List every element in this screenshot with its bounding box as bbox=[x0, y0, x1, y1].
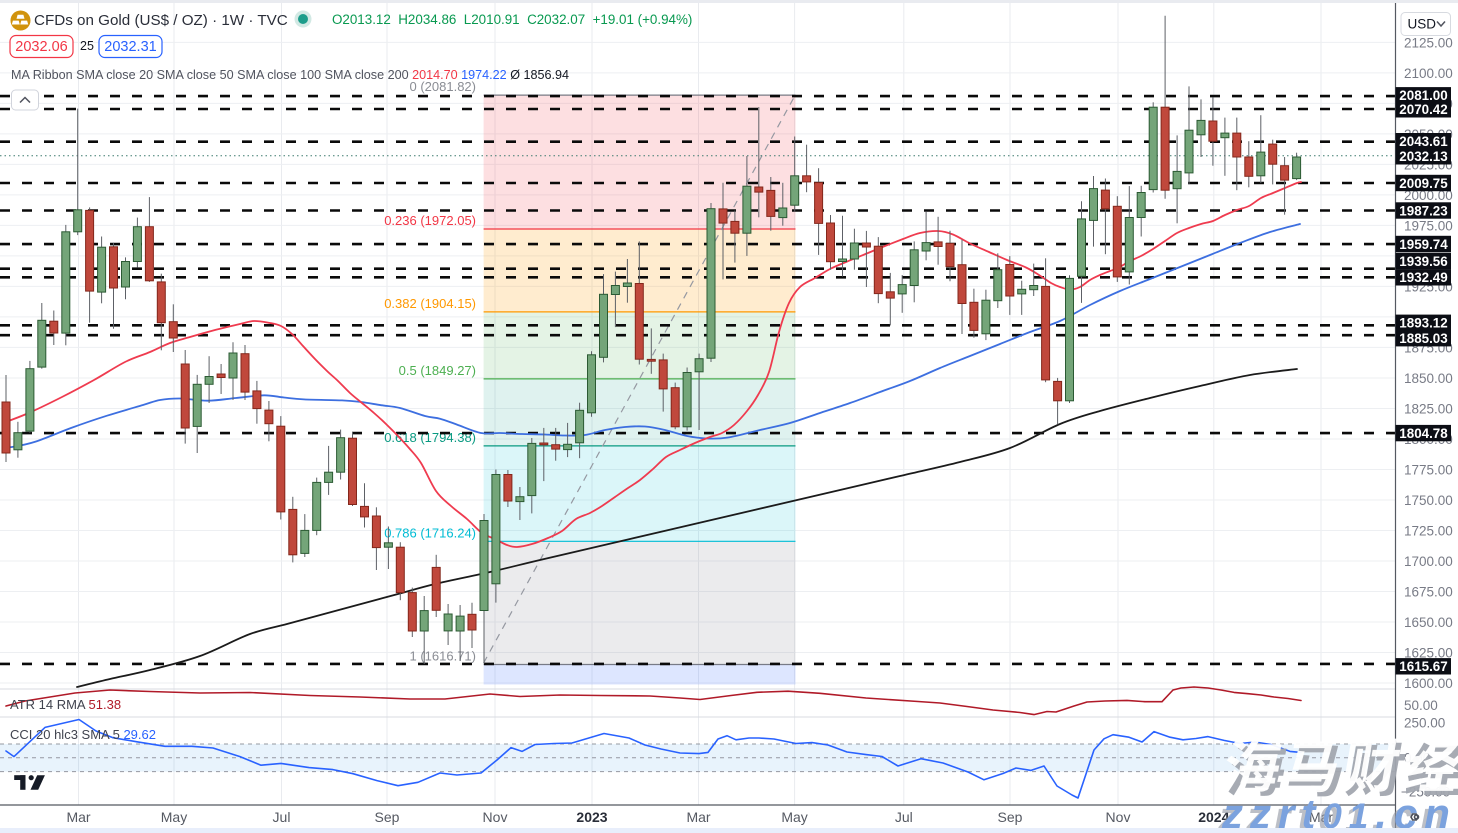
svg-text:zzrt01.cn: zzrt01.cn bbox=[1217, 793, 1453, 833]
svg-text:Sep: Sep bbox=[375, 809, 400, 825]
svg-text:1675.00: 1675.00 bbox=[1404, 585, 1453, 600]
svg-text:Mar: Mar bbox=[66, 809, 90, 825]
svg-text:25: 25 bbox=[80, 39, 94, 53]
svg-text:2023: 2023 bbox=[576, 809, 607, 825]
svg-text:Mar: Mar bbox=[686, 809, 710, 825]
svg-text:2009.75: 2009.75 bbox=[1399, 176, 1448, 191]
svg-text:1775.00: 1775.00 bbox=[1404, 463, 1453, 478]
svg-text:2081.00: 2081.00 bbox=[1399, 88, 1447, 103]
svg-text:2043.61: 2043.61 bbox=[1399, 134, 1448, 149]
svg-text:1885.03: 1885.03 bbox=[1399, 331, 1447, 346]
svg-text:1932.49: 1932.49 bbox=[1399, 270, 1447, 285]
svg-text:2032.06: 2032.06 bbox=[15, 39, 67, 55]
svg-text:1725.00: 1725.00 bbox=[1404, 524, 1453, 539]
svg-text:1959.74: 1959.74 bbox=[1399, 237, 1448, 252]
svg-text:Jul: Jul bbox=[273, 809, 291, 825]
svg-text:zzrt01.cn: zzrt01.cn bbox=[1221, 790, 1457, 833]
svg-text:1700.00: 1700.00 bbox=[1404, 554, 1453, 569]
svg-text:1804.78: 1804.78 bbox=[1399, 426, 1448, 441]
svg-text:1750.00: 1750.00 bbox=[1404, 493, 1453, 508]
svg-text:0.382 (1904.15): 0.382 (1904.15) bbox=[384, 296, 476, 311]
svg-text:ATR 14 RMA 51.38: ATR 14 RMA 51.38 bbox=[10, 697, 121, 712]
svg-text:CCI 20 hlc3 SMA 5 29.62: CCI 20 hlc3 SMA 5 29.62 bbox=[10, 727, 156, 742]
svg-text:Nov: Nov bbox=[483, 809, 508, 825]
svg-text:CFDs on Gold (US$ / OZ) · 1W ·: CFDs on Gold (US$ / OZ) · 1W · TVC bbox=[34, 12, 288, 29]
svg-text:O2013.12 H2034.86 L2010.91: O2013.12 H2034.86 L2010.91 C2032.07 +19.… bbox=[332, 12, 692, 27]
svg-text:1600.00: 1600.00 bbox=[1404, 676, 1453, 691]
svg-text:2032.13: 2032.13 bbox=[1399, 149, 1447, 164]
svg-text:0.786 (1716.24): 0.786 (1716.24) bbox=[384, 525, 476, 540]
svg-text:1987.23: 1987.23 bbox=[1399, 203, 1447, 218]
svg-text:MA Ribbon SMA close 20 SMA clo: MA Ribbon SMA close 20 SMA close 50 SMA … bbox=[11, 68, 569, 82]
svg-text:May: May bbox=[161, 809, 187, 825]
svg-text:2100.00: 2100.00 bbox=[1404, 66, 1453, 81]
svg-text:2070.42: 2070.42 bbox=[1399, 102, 1447, 117]
svg-text:1850.00: 1850.00 bbox=[1404, 371, 1453, 386]
svg-text:1650.00: 1650.00 bbox=[1404, 615, 1453, 630]
svg-text:0.618 (1794.38): 0.618 (1794.38) bbox=[384, 430, 476, 445]
svg-text:Nov: Nov bbox=[1106, 809, 1131, 825]
svg-text:2032.31: 2032.31 bbox=[104, 39, 156, 55]
svg-text:50.00: 50.00 bbox=[1404, 698, 1438, 713]
svg-text:1615.67: 1615.67 bbox=[1399, 659, 1447, 674]
svg-text:1975.00: 1975.00 bbox=[1404, 218, 1453, 233]
svg-text:Mar: Mar bbox=[1309, 809, 1333, 825]
svg-text:0.236 (1972.05): 0.236 (1972.05) bbox=[384, 213, 476, 228]
svg-text:2024: 2024 bbox=[1198, 809, 1229, 825]
svg-text:1625.00: 1625.00 bbox=[1404, 646, 1453, 661]
svg-text:2125.00: 2125.00 bbox=[1404, 35, 1453, 50]
svg-text:1939.56: 1939.56 bbox=[1399, 254, 1447, 269]
svg-text:USD: USD bbox=[1408, 17, 1437, 32]
svg-text:May: May bbox=[781, 809, 807, 825]
svg-text:Sep: Sep bbox=[998, 809, 1023, 825]
svg-text:1893.12: 1893.12 bbox=[1399, 316, 1447, 331]
svg-text:1825.00: 1825.00 bbox=[1404, 402, 1453, 417]
svg-text:1 (1616.71): 1 (1616.71) bbox=[410, 649, 477, 664]
svg-text:Jul: Jul bbox=[895, 809, 913, 825]
svg-text:0.5 (1849.27): 0.5 (1849.27) bbox=[399, 363, 476, 378]
svg-text:250.00: 250.00 bbox=[1404, 716, 1445, 731]
svg-text:2000.00: 2000.00 bbox=[1404, 188, 1453, 203]
svg-text:0 (2081.82): 0 (2081.82) bbox=[410, 79, 477, 94]
